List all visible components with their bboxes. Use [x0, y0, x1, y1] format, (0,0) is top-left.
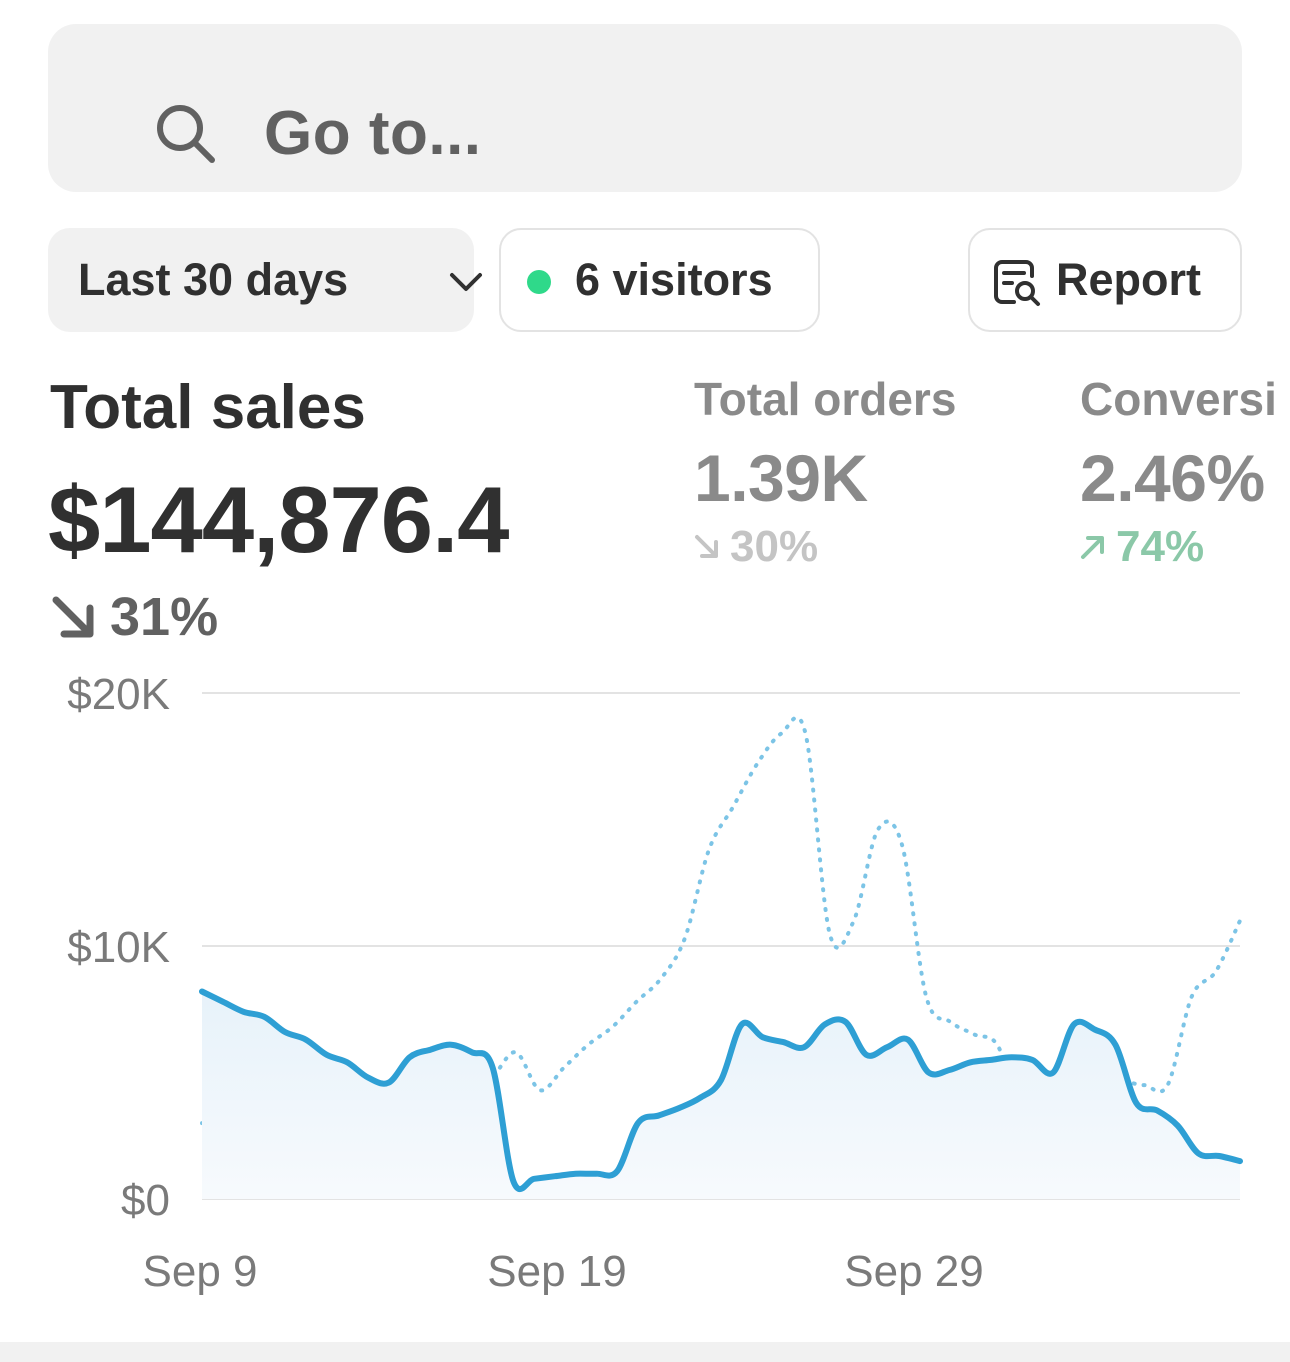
total-sales-change-value: 31%	[110, 587, 219, 647]
date-range-button[interactable]: Last 30 days	[48, 228, 482, 332]
y-tick-label: $20K	[67, 670, 170, 719]
total-orders-change-value: 30%	[730, 522, 819, 571]
x-tick-label: Sep 19	[487, 1247, 626, 1296]
current-period-line	[199, 988, 1243, 1192]
conversion-value: 2.46%	[1080, 441, 1265, 515]
conversion-metric[interactable]: Conversi 2.46% 74%	[1080, 372, 1290, 572]
conversion-title: Conversi	[1080, 373, 1277, 425]
report-label: Report	[1056, 254, 1201, 305]
live-status-dot	[527, 270, 551, 294]
x-tick-label: Sep 9	[143, 1247, 258, 1296]
sales-chart[interactable]: $0 $10K $20K Sep 9 Sep 19 Sep 29	[0, 650, 1290, 1330]
search-bar[interactable]: Go to...	[48, 24, 1242, 192]
conversion-change-value: 74%	[1116, 522, 1205, 571]
search-placeholder: Go to...	[264, 99, 482, 168]
live-visitors-button[interactable]: 6 visitors	[499, 228, 820, 332]
chevron-down-icon	[450, 273, 482, 291]
search-icon	[157, 105, 215, 163]
total-orders-metric[interactable]: Total orders 1.39K 30%	[694, 372, 956, 572]
arrow-up-right-icon	[1081, 536, 1104, 559]
total-orders-value: 1.39K	[694, 441, 868, 515]
total-sales-value: $144,876.4	[48, 467, 509, 572]
y-tick-label: $10K	[67, 923, 170, 972]
total-orders-change: 30%	[694, 522, 956, 572]
current-period-area	[202, 991, 1240, 1199]
visitors-label: 6 visitors	[575, 254, 773, 305]
arrow-down-right-icon	[52, 596, 94, 638]
total-sales-title[interactable]: Total sales	[50, 373, 366, 442]
report-button[interactable]: Report	[968, 228, 1242, 332]
arrow-down-right-icon	[695, 535, 718, 558]
total-sales-change: 31%	[50, 586, 218, 648]
date-range-label: Last 30 days	[78, 254, 349, 305]
y-tick-label: $0	[121, 1176, 170, 1225]
bottom-divider	[0, 1342, 1290, 1362]
report-icon	[994, 260, 1040, 306]
total-orders-title: Total orders	[694, 373, 957, 425]
x-tick-label: Sep 29	[844, 1247, 983, 1296]
conversion-change: 74%	[1080, 522, 1290, 572]
